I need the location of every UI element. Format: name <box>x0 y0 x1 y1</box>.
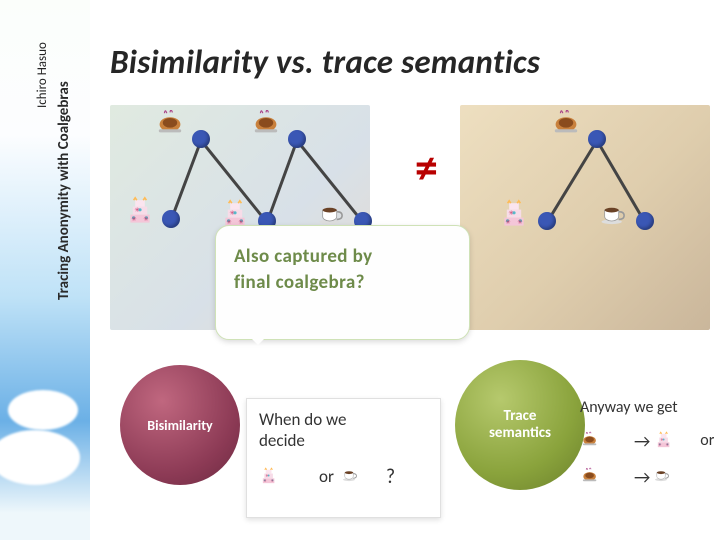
when-line-1: When do we <box>259 409 428 430</box>
question-mark: ? <box>386 465 395 489</box>
svg-text:✳: ✳ <box>505 218 510 226</box>
trace-label-2: semantics <box>489 425 551 442</box>
arrow-icon: → <box>634 430 650 452</box>
svg-text:✳: ✳ <box>229 209 234 217</box>
turkey-icon <box>580 468 599 485</box>
bubble-line-2: final coalgebra? <box>234 270 451 296</box>
graph-node <box>588 130 606 148</box>
bisimilarity-circle: Bisimilarity <box>120 365 240 485</box>
when-line-2: decide <box>259 430 428 451</box>
when-decide-box: When do we decide ✳✳✳ or ? <box>246 398 441 518</box>
turkey-icon <box>154 110 186 134</box>
not-equal-symbol: ≠ <box>415 140 438 196</box>
graph-node <box>636 212 654 230</box>
svg-text:✳: ✳ <box>134 206 139 214</box>
anyway-box: Anyway we get → ✳✳✳ or → <box>580 398 715 518</box>
speech-bubble: Also captured by final coalgebra? <box>215 225 470 340</box>
or-text-2: or <box>700 431 714 450</box>
sidebar-vertical-title: Tracing Anonymity with Coalgebras <box>55 81 73 300</box>
trace-label-1: Trace <box>504 408 537 425</box>
graph-node <box>192 130 210 148</box>
svg-text:✳: ✳ <box>508 209 513 217</box>
turkey-icon <box>250 110 282 134</box>
author-vertical-text: Ichiro Hasuo <box>35 42 50 108</box>
cake-icon: ✳✳✳ <box>124 192 156 226</box>
coffee-icon <box>600 202 628 226</box>
graph-node <box>538 212 556 230</box>
cake-icon: ✳✳✳ <box>654 429 673 452</box>
coffee-icon <box>342 468 359 485</box>
svg-text:✳: ✳ <box>143 215 148 223</box>
svg-text:✳: ✳ <box>517 218 522 226</box>
graph-node <box>288 130 306 148</box>
cake-icon: ✳✳✳ <box>498 195 530 229</box>
page-title: Bisimilarity vs. trace semantics <box>110 42 540 82</box>
coffee-icon <box>318 202 346 226</box>
turkey-icon <box>550 110 582 134</box>
graph-node <box>162 210 180 228</box>
turkey-icon <box>580 432 599 449</box>
bisimilarity-label: Bisimilarity <box>147 417 212 434</box>
or-text: or <box>319 466 334 487</box>
svg-text:✳: ✳ <box>131 215 136 223</box>
cake-icon: ✳✳✳ <box>219 195 251 229</box>
anyway-line-1: Anyway we get <box>580 398 715 417</box>
arrow-icon: → <box>634 466 650 488</box>
bubble-line-1: Also captured by <box>234 244 451 270</box>
cake-icon: ✳✳✳ <box>259 465 278 488</box>
trace-semantics-circle: Trace semantics <box>455 360 585 490</box>
coffee-icon <box>654 468 671 485</box>
